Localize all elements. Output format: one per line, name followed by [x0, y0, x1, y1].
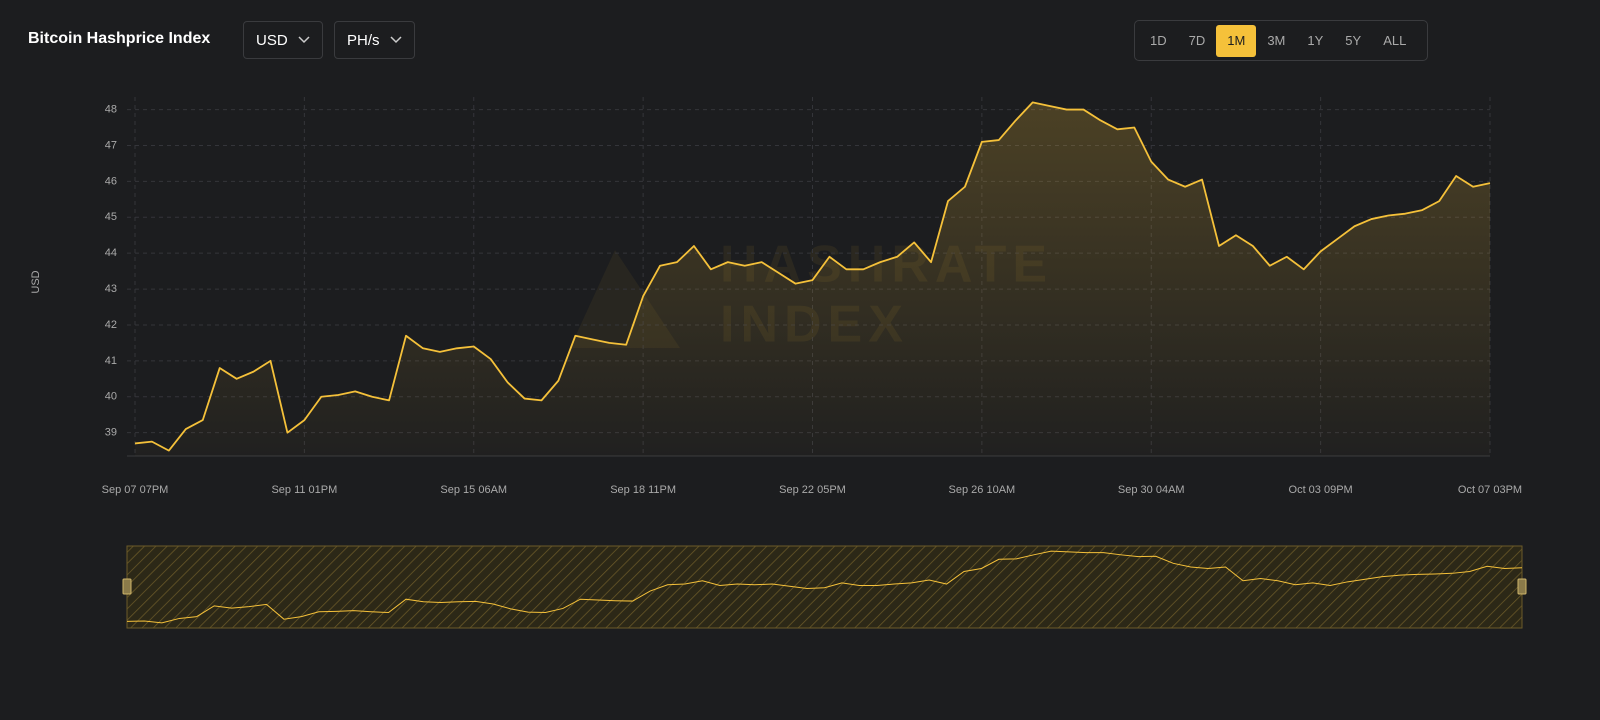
range-button[interactable]: 3M [1267, 33, 1286, 48]
x-tick-label: Sep 22 05PM [779, 484, 846, 496]
range-button[interactable]: 7D [1188, 33, 1206, 48]
range-button[interactable]: ALL [1383, 33, 1407, 48]
chevron [298, 36, 310, 44]
y-tick-label: 43 [105, 283, 117, 295]
y-tick-label: 44 [105, 247, 117, 259]
range-button[interactable]: 1Y [1307, 33, 1324, 48]
x-tick-label: Oct 03 09PM [1289, 484, 1353, 496]
y-tick-label: 42 [105, 319, 117, 331]
navigator-handle[interactable] [122, 578, 132, 595]
range-button[interactable]: 1D [1150, 33, 1167, 48]
chevron [389, 36, 402, 44]
navigator-handle[interactable] [1517, 578, 1527, 595]
range-button[interactable]: 1M [1216, 24, 1257, 57]
y-tick-label: 47 [105, 139, 117, 151]
x-tick-label: Sep 18 11PM [610, 484, 676, 496]
dropdown-value: USD [256, 31, 288, 49]
x-tick-label: Sep 26 10AM [949, 484, 1016, 496]
navigator-line [126, 550, 1523, 624]
y-tick-label: 39 [105, 427, 117, 439]
area [135, 102, 1490, 456]
y-tick-label: 41 [105, 355, 117, 367]
line [134, 101, 1491, 452]
x-tick-label: Sep 11 01PM [271, 484, 337, 496]
y-axis-title: USD [30, 270, 42, 293]
page-title: Bitcoin Hashprice Index [28, 30, 211, 47]
range-selector: 1D 7D 1M 3M 1Y 5Y ALL [1134, 20, 1428, 61]
y-tick-label: 40 [105, 391, 117, 403]
range-button[interactable]: 5Y [1345, 33, 1362, 48]
dropdown[interactable]: USD [243, 21, 323, 59]
y-tick-label: 46 [105, 175, 117, 187]
y-tick-label: 48 [105, 103, 117, 115]
dropdown-value: PH/s [347, 31, 380, 49]
x-tick-label: Sep 07 07PM [102, 484, 169, 496]
x-tick-label: Oct 07 03PM [1458, 484, 1522, 496]
navigator-window [126, 545, 1523, 629]
x-tick-label: Sep 15 06AM [440, 484, 507, 496]
y-tick-label: 45 [105, 211, 117, 223]
dropdown[interactable]: PH/s [334, 21, 415, 59]
x-tick-label: Sep 30 04AM [1118, 484, 1185, 496]
